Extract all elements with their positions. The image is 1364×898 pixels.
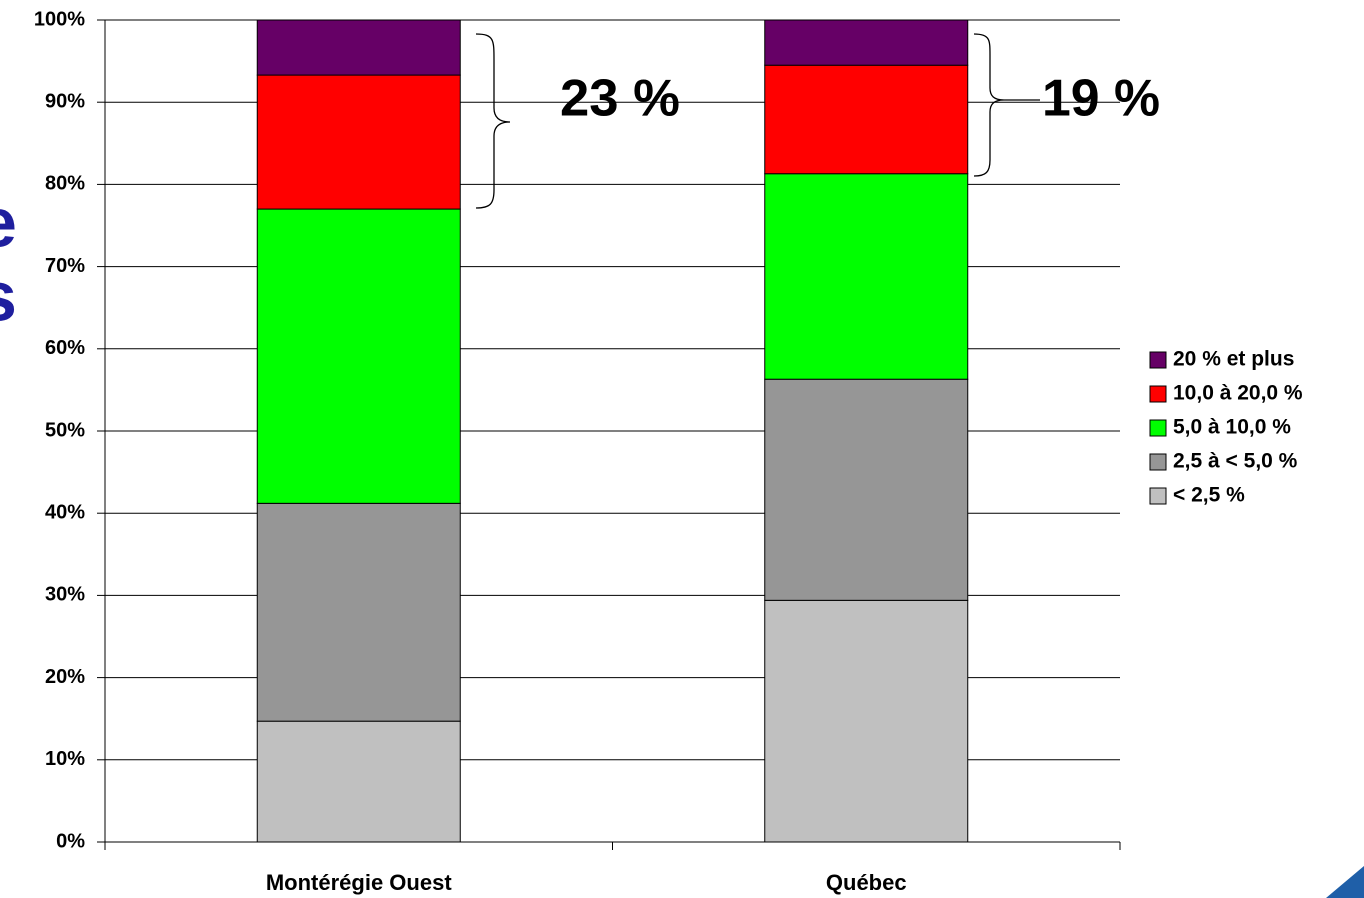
x-tick-label: Montérégie Ouest [266, 870, 452, 895]
bar-segment [764, 378, 969, 601]
bar-segment [764, 19, 969, 66]
annotation: 23 % [560, 70, 680, 128]
brace [475, 33, 511, 209]
legend-label: 10,0 à 20,0 % [1173, 382, 1303, 405]
bar-segment [256, 74, 461, 210]
y-tick-label: 30% [45, 584, 85, 606]
y-tick-label: 10% [45, 748, 85, 770]
y-tick-label: 90% [45, 90, 85, 112]
legend-swatch [1149, 453, 1167, 471]
bar-segment [256, 19, 461, 76]
y-tick-label: 60% [45, 337, 85, 359]
legend-swatch [1149, 419, 1167, 437]
corner-logo [1326, 866, 1364, 898]
annotation: 19 % [1042, 70, 1160, 128]
legend-label: 2,5 à < 5,0 % [1173, 450, 1298, 473]
y-tick-label: 80% [45, 173, 85, 195]
legend-swatch [1149, 351, 1167, 369]
bar-segment [764, 64, 969, 175]
y-tick-label: 70% [45, 255, 85, 277]
bar-segment [256, 208, 461, 504]
bar-segment [256, 720, 461, 843]
legend-label: < 2,5 % [1173, 484, 1245, 507]
legend-swatch [1149, 385, 1167, 403]
bar-segment [764, 599, 969, 843]
cut-text: e [0, 183, 17, 261]
y-tick-label: 0% [56, 830, 85, 852]
cut-text: s [0, 257, 17, 335]
x-tick-label: Québec [826, 870, 907, 895]
y-tick-label: 50% [45, 419, 85, 441]
y-tick-label: 20% [45, 666, 85, 688]
brace [973, 33, 1040, 177]
bar-segment [256, 502, 461, 722]
legend-label: 20 % et plus [1173, 348, 1294, 371]
y-tick-label: 40% [45, 501, 85, 523]
legend-swatch [1149, 487, 1167, 505]
bar-segment [764, 173, 969, 380]
y-tick-label: 100% [34, 8, 85, 30]
legend-label: 5,0 à 10,0 % [1173, 416, 1291, 439]
